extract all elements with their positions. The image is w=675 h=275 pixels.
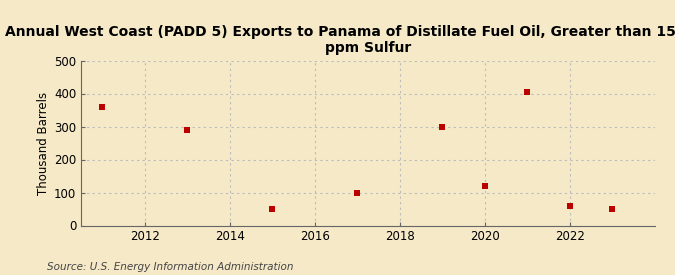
Point bbox=[522, 90, 533, 94]
Title: Annual West Coast (PADD 5) Exports to Panama of Distillate Fuel Oil, Greater tha: Annual West Coast (PADD 5) Exports to Pa… bbox=[5, 25, 675, 55]
Point bbox=[437, 124, 448, 129]
Point bbox=[564, 204, 575, 208]
Point bbox=[352, 190, 362, 195]
Text: Source: U.S. Energy Information Administration: Source: U.S. Energy Information Administ… bbox=[47, 262, 294, 271]
Point bbox=[97, 104, 107, 109]
Point bbox=[479, 184, 490, 188]
Point bbox=[182, 128, 192, 132]
Point bbox=[607, 207, 618, 211]
Point bbox=[267, 207, 277, 211]
Y-axis label: Thousand Barrels: Thousand Barrels bbox=[36, 91, 50, 195]
